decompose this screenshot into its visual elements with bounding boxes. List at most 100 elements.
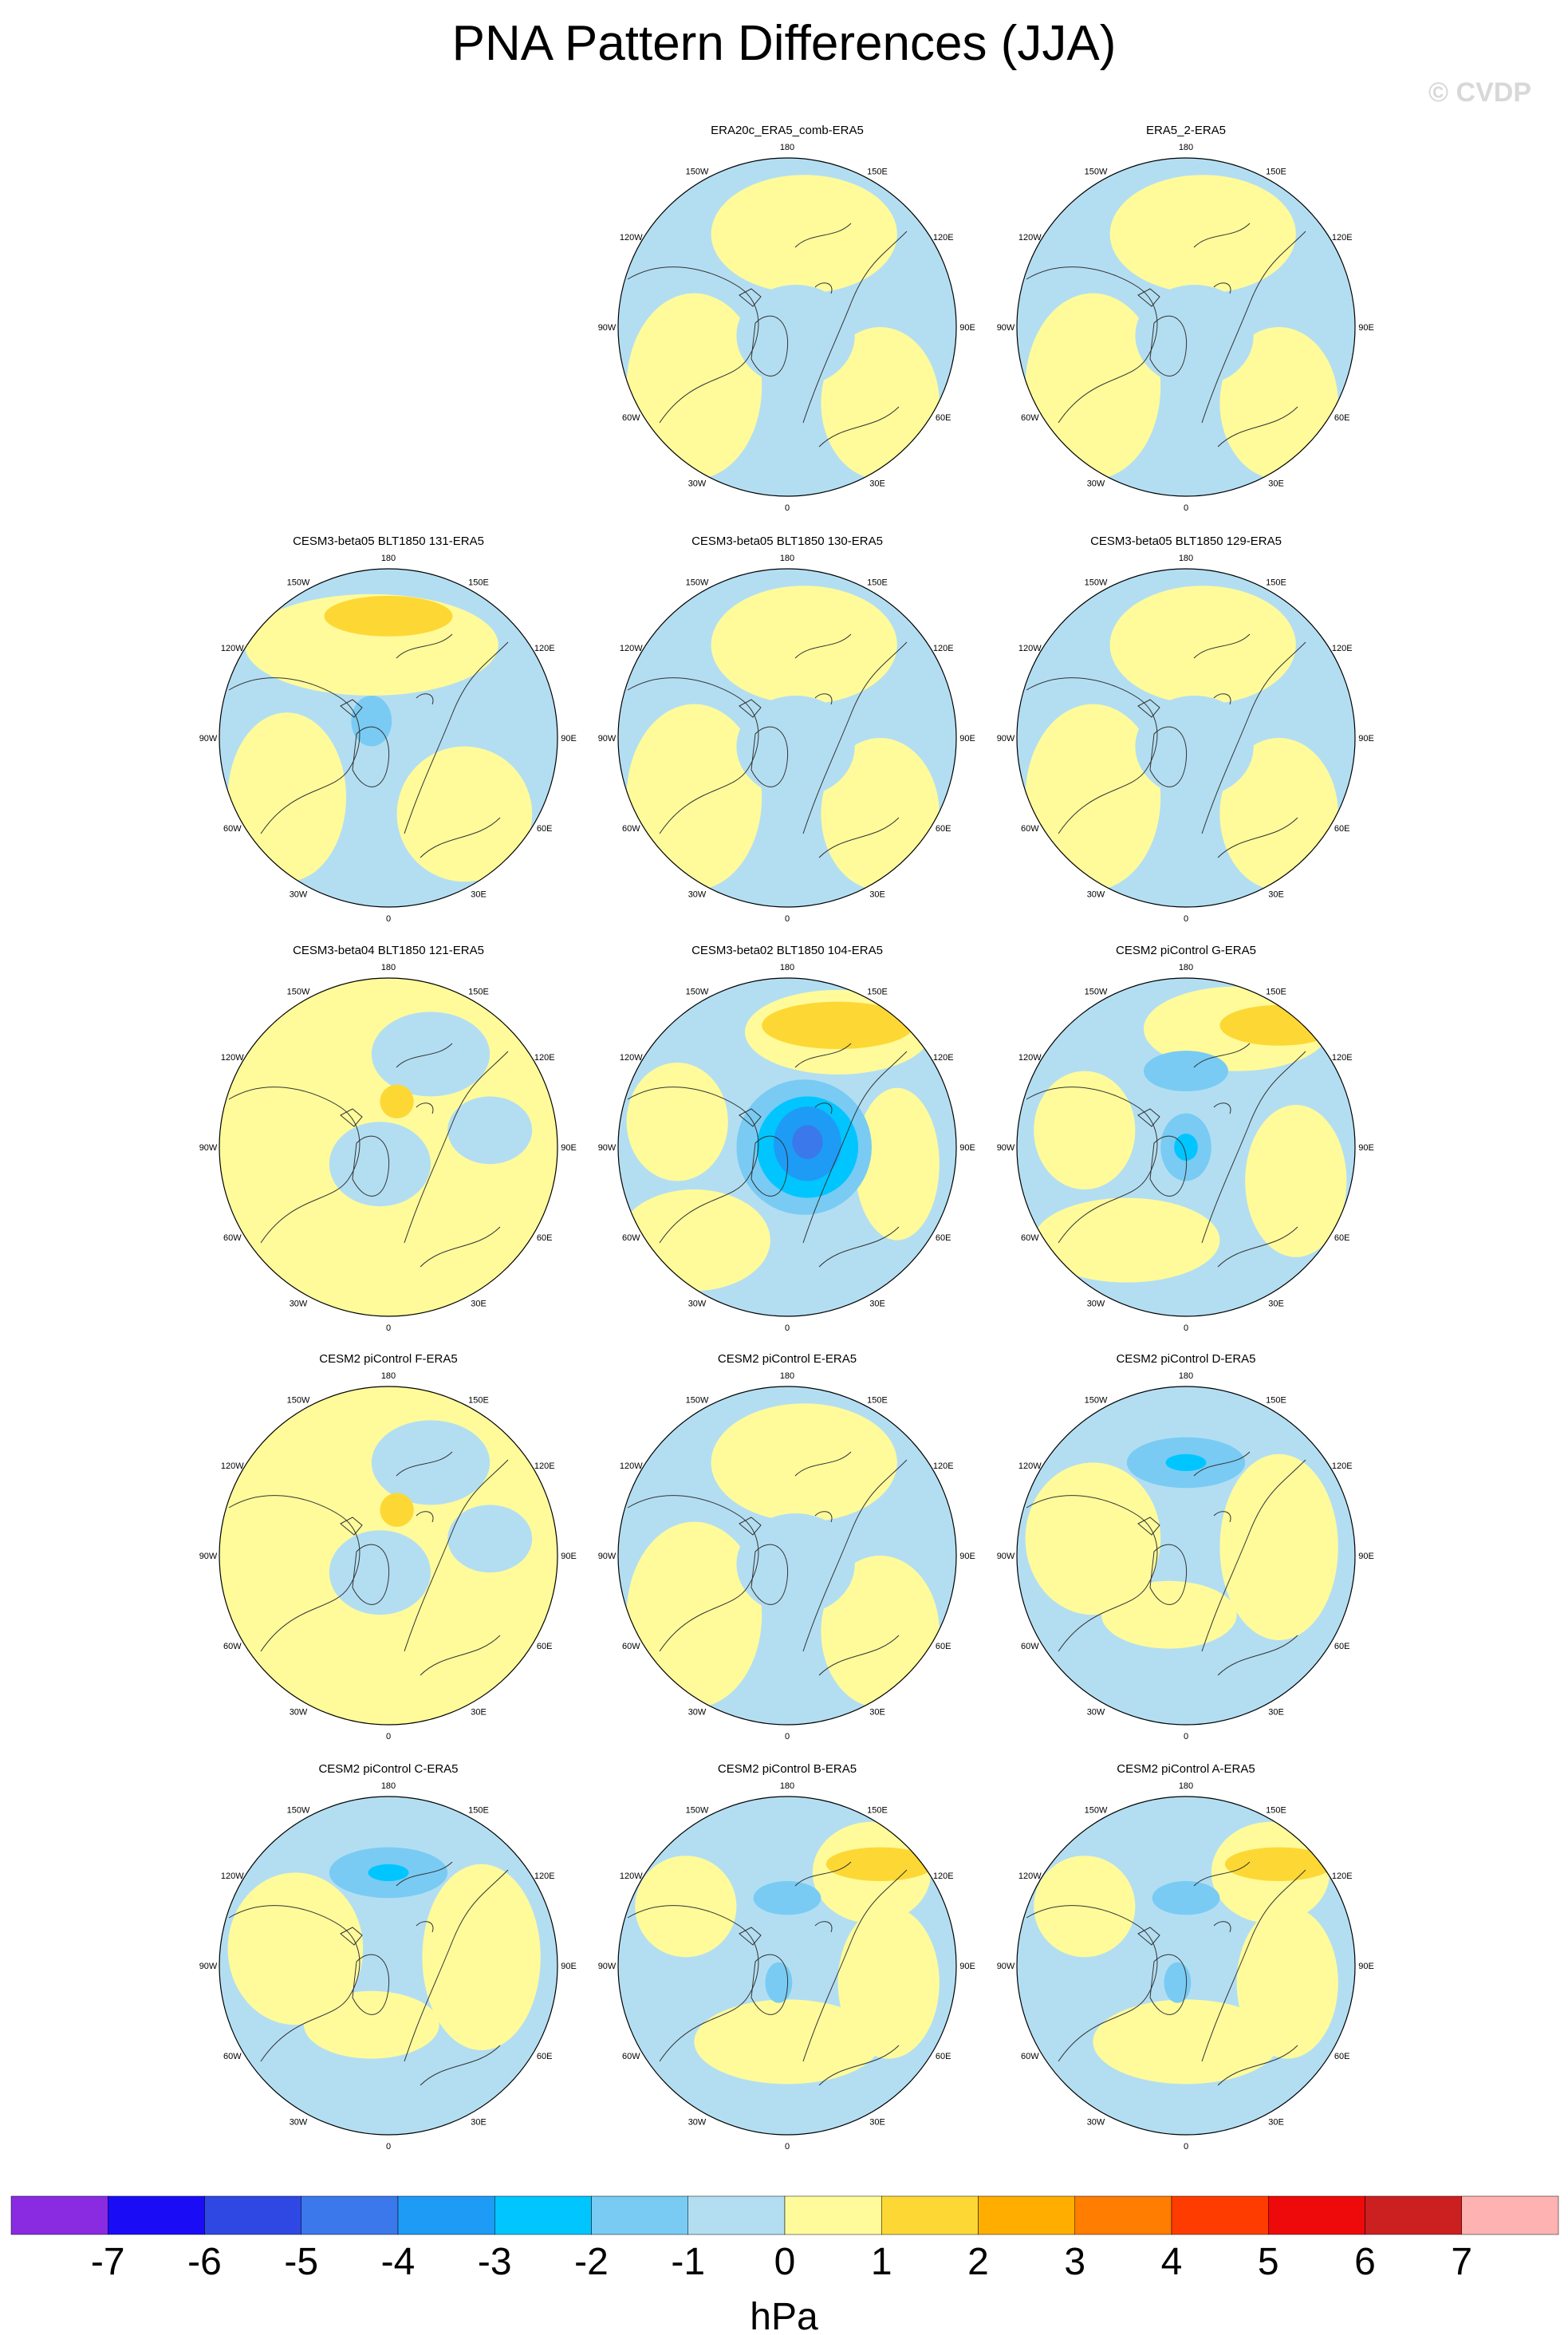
longitude-label: 90W <box>199 1143 218 1153</box>
map-panel: 180 150E 120E 90E 60E 30E 0 30W 60W 90W 120W 150W ER… <box>997 124 1374 513</box>
longitude-label: 150W <box>686 1805 709 1815</box>
colorbar-swatch <box>687 2195 786 2235</box>
colorbar-swatch <box>494 2195 592 2235</box>
anomaly-contour <box>626 293 762 479</box>
longitude-label: 0 <box>785 503 790 513</box>
coastline <box>352 1954 390 2015</box>
anomaly-field <box>618 1797 956 2135</box>
longitude-label: 60E <box>1334 1233 1350 1243</box>
longitude-label: 30W <box>688 890 707 900</box>
panel-title: CESM3-beta05 BLT1850 129-ERA5 <box>1090 534 1282 548</box>
anomaly-contour <box>821 327 940 479</box>
longitude-label: 30E <box>1268 2118 1284 2128</box>
longitude-label: 30W <box>688 2118 707 2128</box>
colorbar-swatch <box>1268 2195 1365 2235</box>
longitude-label: 120W <box>221 644 244 653</box>
map-boundary <box>219 568 558 908</box>
anomaly-contour <box>711 1403 897 1522</box>
longitude-label: 150E <box>468 1805 489 1815</box>
coastline <box>1137 288 1160 307</box>
longitude-label: 180 <box>381 1371 396 1381</box>
longitude-label: 120E <box>933 1872 954 1881</box>
longitude-label: 90W <box>199 1962 218 1971</box>
panel-title: CESM2 piControl A-ERA5 <box>1117 1762 1255 1776</box>
coastline <box>739 288 762 307</box>
longitude-label: 30E <box>471 1300 487 1309</box>
anomaly-contour <box>1034 1071 1136 1190</box>
longitude-label: 150W <box>1085 1805 1108 1815</box>
anomaly-contour <box>1025 1462 1161 1615</box>
anomaly-contour <box>1236 1906 1338 2059</box>
longitude-label: 0 <box>386 2142 391 2152</box>
longitude-label: 150W <box>1085 578 1108 587</box>
longitude-label: 60E <box>936 824 951 834</box>
longitude-label: 180 <box>381 554 396 563</box>
longitude-label: 30E <box>1268 479 1284 489</box>
longitude-label: 30W <box>1087 479 1105 489</box>
anomaly-contour <box>227 1872 364 2025</box>
longitude-label: 150E <box>867 578 888 587</box>
map-panel: 180 150E 120E 90E 60E 30E 0 30W 60W 90W 120W 150W CE… <box>598 534 975 924</box>
map-panel: 180 150E 120E 90E 60E 30E 0 30W 60W 90W 120W 150W CE… <box>199 1762 577 2152</box>
longitude-label: 30W <box>290 2118 308 2128</box>
anomaly-contour <box>711 175 897 294</box>
longitude-label: 180 <box>1179 963 1193 972</box>
longitude-label: 120E <box>933 1053 954 1063</box>
longitude-label: 30W <box>688 1708 707 1718</box>
coastlines <box>228 1043 509 1268</box>
longitude-label: 90W <box>997 323 1015 333</box>
longitude-label: 120W <box>1018 233 1042 243</box>
colorbar-swatch <box>108 2195 205 2235</box>
coastline <box>802 1459 908 1652</box>
coastline <box>739 1108 762 1127</box>
colorbar-tick-label: 1 <box>871 2241 892 2283</box>
longitude-label: 180 <box>780 143 794 152</box>
longitude-label: 120E <box>1332 644 1353 653</box>
longitude-label: 150E <box>1266 578 1286 587</box>
longitude-label: 180 <box>381 1781 396 1791</box>
longitude-label: 60E <box>1334 2052 1350 2061</box>
coastlines <box>1026 1861 1306 2086</box>
longitude-label: 30E <box>471 890 487 900</box>
coastlines <box>228 633 509 858</box>
anomaly-contour <box>227 712 346 882</box>
longitude-label: 30E <box>471 1708 487 1718</box>
longitude-label: 120E <box>933 1461 954 1471</box>
anomaly-contour <box>753 1881 821 1915</box>
anomaly-contour <box>1025 704 1161 890</box>
map-boundary <box>617 1796 957 2136</box>
panel-title: ERA5_2-ERA5 <box>1146 124 1226 137</box>
longitude-label: 30W <box>290 1708 308 1718</box>
panel-title: CESM3-beta05 BLT1850 130-ERA5 <box>691 534 883 548</box>
longitude-label: 150W <box>287 1395 310 1405</box>
longitude-label: 90W <box>598 1552 617 1561</box>
anomaly-contour <box>1101 1580 1237 1649</box>
coastline <box>1213 1102 1231 1114</box>
colorbar-swatch <box>978 2195 1075 2235</box>
panel-title: CESM2 piControl D-ERA5 <box>1116 1352 1255 1366</box>
colorbar-unit-label: hPa <box>750 2296 818 2335</box>
longitude-label: 90E <box>959 1143 975 1153</box>
anomaly-contour <box>368 1864 409 1881</box>
coastlines <box>627 1861 908 2086</box>
coastline <box>751 1954 789 2015</box>
longitude-label: 0 <box>785 1323 790 1333</box>
coastline <box>340 1517 363 1536</box>
longitude-label: 90E <box>959 1552 975 1561</box>
coastline <box>1217 817 1298 858</box>
anomaly-contour <box>1144 1051 1228 1092</box>
coastline <box>814 1511 833 1523</box>
colorbar-tick-label: 0 <box>774 2241 796 2283</box>
longitude-label: 60E <box>936 1642 951 1651</box>
coastlines <box>627 1451 908 1676</box>
longitude-label: 30W <box>1087 890 1105 900</box>
coastline <box>1201 1459 1306 1652</box>
anomaly-contour <box>626 704 762 890</box>
longitude-label: 60E <box>1334 413 1350 423</box>
anomaly-field <box>1017 569 1355 907</box>
longitude-label: 90E <box>959 734 975 743</box>
longitude-label: 120W <box>620 1461 643 1471</box>
longitude-label: 30W <box>1087 2118 1105 2128</box>
colorbar-tick-label: -7 <box>91 2241 125 2283</box>
panel-title: CESM2 piControl B-ERA5 <box>718 1762 857 1776</box>
